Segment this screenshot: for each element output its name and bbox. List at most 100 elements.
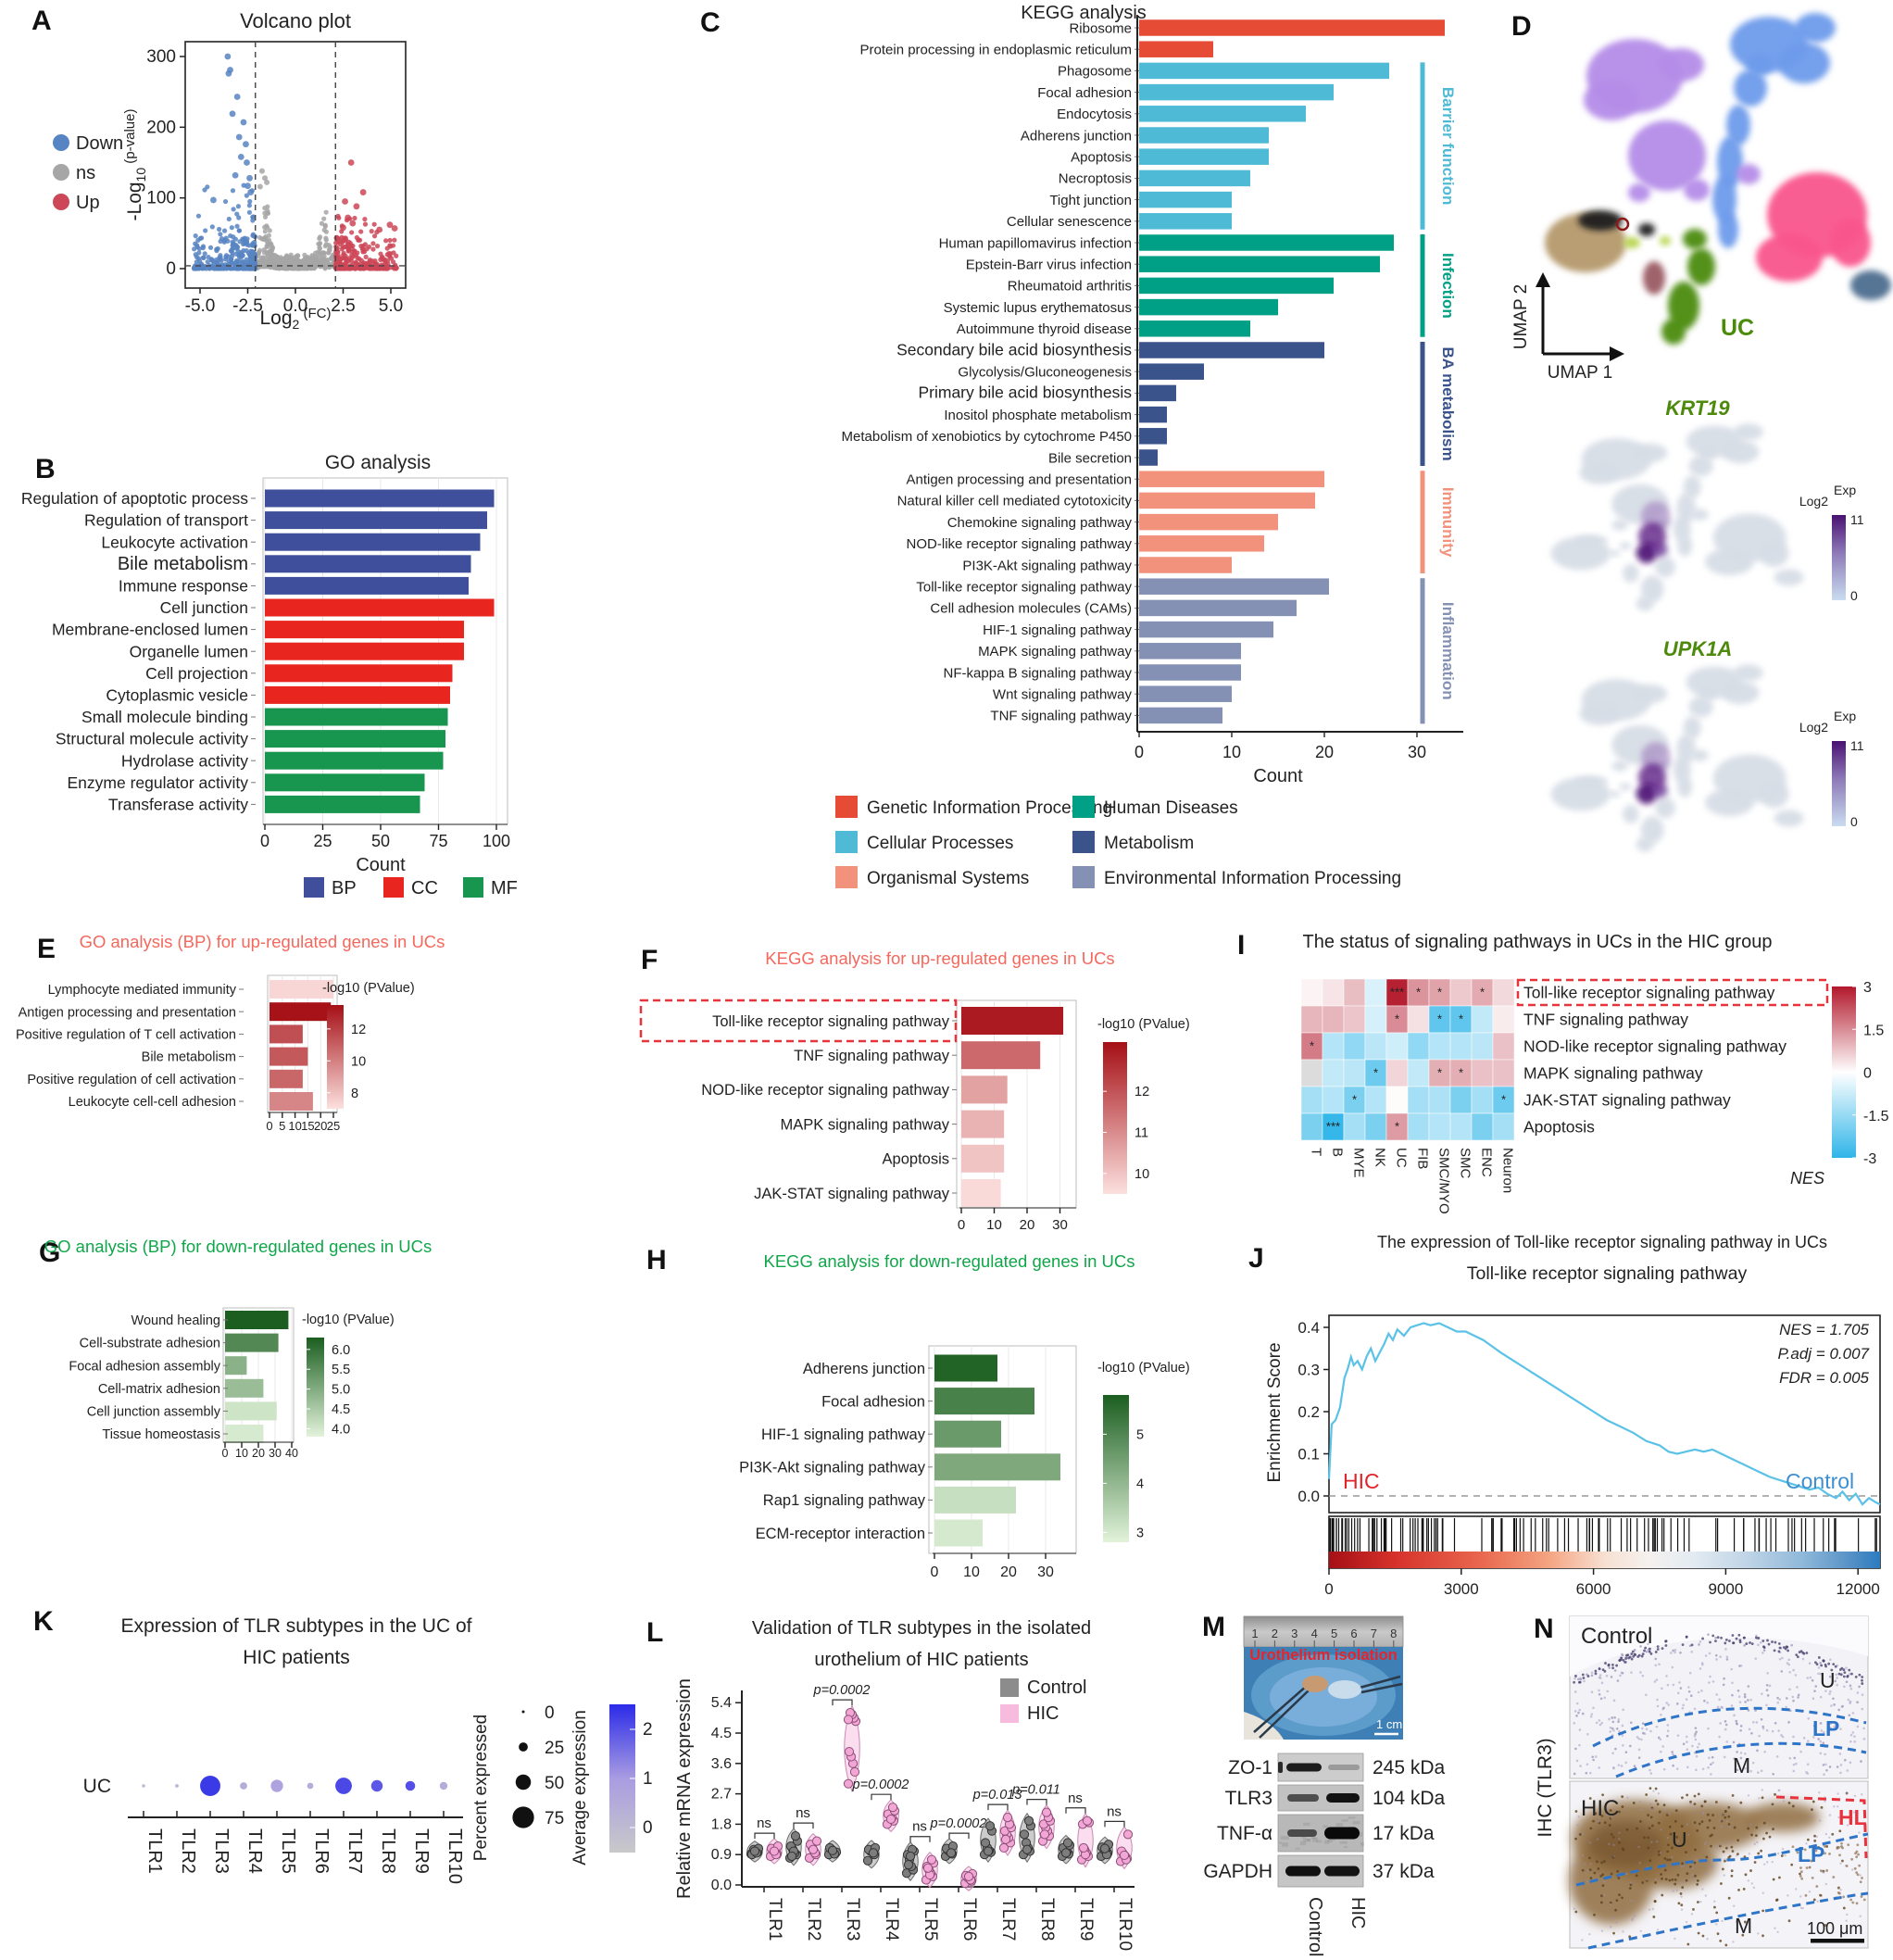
svg-text:Cytoplasmic vesicle: Cytoplasmic vesicle: [106, 686, 248, 705]
svg-text:M: M: [1733, 1753, 1750, 1778]
svg-text:IHC (TLR3): IHC (TLR3): [1535, 1738, 1556, 1837]
svg-text:Metabolism of xenobiotics by c: Metabolism of xenobiotics by cytochrome …: [842, 429, 1132, 445]
svg-text:KEGG analysis for up-regulated: KEGG analysis for up-regulated genes in …: [765, 949, 1114, 968]
svg-text:6.0: 6.0: [332, 1343, 350, 1358]
svg-text:Inflammation: Inflammation: [1439, 602, 1457, 700]
svg-text:-log10 (PValue): -log10 (PValue): [322, 981, 415, 996]
svg-text:Toll-like receptor signaling p: Toll-like receptor signaling pathway: [916, 579, 1132, 595]
svg-text:Toll-like receptor signaling p: Toll-like receptor signaling pathway: [1523, 984, 1775, 1002]
svg-text:Glycolysis/Gluconeogenesis: Glycolysis/Gluconeogenesis: [958, 364, 1132, 380]
svg-text:TLR9: TLR9: [411, 1828, 432, 1874]
svg-text:TNF signaling pathway: TNF signaling pathway: [990, 709, 1132, 724]
svg-text:TLR8: TLR8: [378, 1828, 398, 1874]
svg-text:Control: Control: [1305, 1897, 1325, 1956]
svg-text:Phagosome: Phagosome: [1058, 64, 1132, 80]
svg-text:10: 10: [986, 1217, 1002, 1233]
svg-text:0: 0: [266, 1119, 272, 1133]
svg-text:NF-kappa B signaling pathway: NF-kappa B signaling pathway: [944, 665, 1133, 681]
svg-text:-Log10 (p-value): -Log10 (p-value): [122, 109, 148, 221]
svg-text:ENC: ENC: [1479, 1148, 1495, 1177]
svg-text:Systemic lupus erythematosus: Systemic lupus erythematosus: [944, 300, 1132, 316]
svg-text:urothelium of HIC patients: urothelium of HIC patients: [814, 1650, 1028, 1670]
svg-text:3: 3: [1863, 980, 1872, 996]
svg-text:10: 10: [1222, 743, 1241, 761]
svg-text:Regulation of apoptotic proces: Regulation of apoptotic process: [21, 489, 248, 508]
svg-text:Urothelium isolation: Urothelium isolation: [1249, 1647, 1398, 1664]
panel-letter-c: C: [700, 7, 721, 38]
gsea-plot: The expression of Toll-like receptor sig…: [1265, 1233, 1881, 1598]
svg-text:NK: NK: [1373, 1148, 1388, 1167]
svg-text:p=0.013: p=0.013: [972, 1788, 1022, 1803]
panel-letter-i: I: [1237, 930, 1246, 961]
svg-text:TLR4: TLR4: [244, 1828, 265, 1874]
svg-text:100: 100: [483, 832, 510, 850]
svg-text:5: 5: [279, 1119, 285, 1133]
svg-text:-1.5: -1.5: [1863, 1109, 1889, 1124]
svg-text:2.5: 2.5: [331, 296, 355, 316]
svg-text:Apoptosis: Apoptosis: [883, 1151, 949, 1168]
svg-text:Autoimmune thyroid disease: Autoimmune thyroid disease: [957, 321, 1132, 337]
svg-text:Enzyme regulator activity: Enzyme regulator activity: [68, 773, 249, 792]
svg-text:-2.5: -2.5: [232, 296, 263, 316]
svg-text:*: *: [1395, 1120, 1399, 1134]
svg-text:Antigen processing and present: Antigen processing and presentation: [19, 1005, 236, 1020]
svg-text:U: U: [1820, 1668, 1836, 1692]
svg-text:ns: ns: [757, 1816, 771, 1831]
ihc-images: IHC (TLR3) Control U LP M HIC U LP M HL 100 μm: [1535, 1615, 1869, 1950]
svg-text:2.7: 2.7: [711, 1787, 732, 1803]
svg-text:KRT19: KRT19: [1665, 396, 1730, 420]
svg-text:10: 10: [351, 1054, 366, 1069]
svg-text:Leukocyte cell-cell adhesion: Leukocyte cell-cell adhesion: [69, 1095, 236, 1110]
svg-text:Transferase activity: Transferase activity: [108, 796, 248, 814]
svg-text:300: 300: [146, 47, 176, 67]
svg-text:P.adj = 0.007: P.adj = 0.007: [1778, 1345, 1870, 1363]
svg-text:Inositol phosphate metabolism: Inositol phosphate metabolism: [944, 408, 1132, 423]
svg-text:TNF signaling pathway: TNF signaling pathway: [794, 1048, 950, 1064]
svg-text:Count: Count: [1253, 766, 1303, 786]
svg-text:Structural molecule activity: Structural molecule activity: [56, 730, 248, 748]
svg-text:Neuron: Neuron: [1500, 1148, 1516, 1193]
volcano-plot: Volcano plot -5.0 -2.5 0.0 2.5 5.0 0 100 200 300 L…: [53, 9, 407, 332]
svg-text:ns: ns: [76, 163, 95, 183]
svg-text:0.3: 0.3: [1298, 1362, 1320, 1379]
svg-text:HL: HL: [1838, 1805, 1867, 1829]
svg-text:25: 25: [327, 1119, 340, 1133]
svg-text:UC: UC: [1721, 315, 1754, 341]
svg-text:TLR6: TLR6: [311, 1828, 332, 1874]
svg-text:Expression of TLR subtypes in: Expression of TLR subtypes in the UC of: [121, 1615, 472, 1637]
svg-text:4.5: 4.5: [332, 1402, 350, 1417]
svg-text:4.5: 4.5: [711, 1726, 732, 1741]
svg-text:NOD-like receptor signaling pa: NOD-like receptor signaling pathway: [907, 536, 1133, 552]
svg-text:***: ***: [1390, 986, 1404, 999]
svg-text:TLR3: TLR3: [211, 1828, 232, 1874]
panel-letter-n: N: [1534, 1614, 1554, 1644]
svg-text:11: 11: [1135, 1126, 1148, 1141]
svg-text:Primary bile acid biosynthesis: Primary bile acid biosynthesis: [918, 383, 1132, 402]
svg-text:Validation of TLR subtypes in: Validation of TLR subtypes in the isolat…: [752, 1618, 1091, 1639]
svg-text:The expression of Toll-like re: The expression of Toll-like receptor sig…: [1377, 1233, 1827, 1251]
svg-text:Apoptosis: Apoptosis: [1071, 149, 1132, 165]
svg-text:Ribosome: Ribosome: [1069, 20, 1132, 36]
svg-text:Cell projection: Cell projection: [145, 664, 248, 683]
svg-text:*: *: [1416, 986, 1421, 999]
svg-text:Endocytosis: Endocytosis: [1057, 107, 1132, 122]
svg-text:3: 3: [1291, 1627, 1298, 1640]
svg-text:Adherens junction: Adherens junction: [803, 1361, 925, 1377]
svg-text:Small molecule binding: Small molecule binding: [81, 708, 248, 726]
svg-text:5.4: 5.4: [711, 1695, 732, 1711]
svg-text:*: *: [1395, 1012, 1399, 1026]
svg-text:0: 0: [1324, 1580, 1333, 1598]
panel-volcano: Volcano plot -5.0 -2.5 0.0 2.5 5.0 0 100 200 300 L…: [19, 6, 621, 332]
svg-text:1: 1: [1251, 1627, 1258, 1640]
panel-letter-k: K: [33, 1606, 54, 1637]
svg-text:Protein processing in endoplas: Protein processing in endoplasmic reticu…: [860, 42, 1132, 57]
svg-text:50: 50: [371, 832, 390, 850]
svg-text:Human Diseases: Human Diseases: [1104, 798, 1238, 818]
svg-text:*: *: [1437, 1066, 1442, 1080]
svg-text:KEGG analysis: KEGG analysis: [1021, 3, 1147, 23]
svg-text:100 μm: 100 μm: [1807, 1919, 1862, 1938]
go-up-chart: GO analysis (BP) for up-regulated genes …: [16, 932, 445, 1133]
svg-text:NOD-like receptor signaling pa: NOD-like receptor signaling pathway: [701, 1082, 950, 1099]
svg-text:ns: ns: [796, 1805, 810, 1821]
svg-text:5.0: 5.0: [332, 1383, 350, 1398]
